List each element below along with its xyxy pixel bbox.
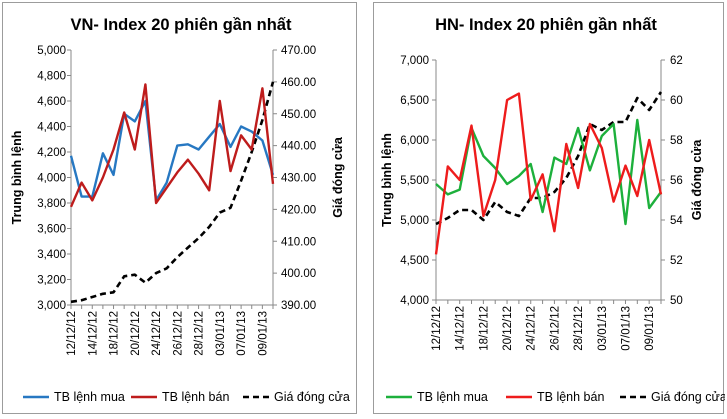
hn-index-chart: HN- Index 20 phiên gần nhất 4,000 4,500 5,0… <box>373 2 725 414</box>
legend-label: TB lệnh mua <box>54 390 125 404</box>
right-tick-label: 54 <box>670 215 683 227</box>
left-tick-label: 5,000 <box>400 215 429 227</box>
right-tick-label: 56 <box>670 175 683 187</box>
x-tick-label: 14/12/12 <box>87 311 99 356</box>
legend-label: TB lệnh bán <box>537 390 604 404</box>
right-tick-label: 52 <box>670 255 683 267</box>
series-line-sell <box>434 92 663 255</box>
left-tick-label: 5,500 <box>400 175 429 187</box>
x-tick-label: 24/12/12 <box>526 306 538 351</box>
legend-label: TB lệnh bán <box>162 390 229 404</box>
left-tick-label: 4,000 <box>37 173 66 185</box>
legend-label: TB lệnh mua <box>417 390 488 404</box>
right-tick-label: 410.00 <box>281 236 316 248</box>
left-tick-label: 4,200 <box>37 147 66 159</box>
right-tick-label: 58 <box>670 135 683 147</box>
x-tick-label: 12/12/12 <box>66 311 78 356</box>
left-tick-label: 4,400 <box>37 122 66 134</box>
x-tick-label: 07/01/13 <box>620 306 632 351</box>
left-tick-label: 3,600 <box>37 224 66 236</box>
vn-index-chart: VN- Index 20 phiên gần nhất 3,000 3,200 3,4… <box>2 2 357 414</box>
x-tick-label: 28/12/12 <box>573 306 585 351</box>
series-line-close <box>70 81 275 304</box>
y2-axis-title: Giá đóng cửa <box>331 136 345 218</box>
chart-title: VN- Index 20 phiên gần nhất <box>71 16 292 34</box>
right-tick-label: 60 <box>670 95 683 107</box>
series-line-buy <box>69 99 275 202</box>
y-axis-title: Trung bình lệnh <box>10 131 24 225</box>
legend-label: Giá đóng cửa <box>274 390 350 404</box>
x-tick-label: 20/12/12 <box>502 306 514 351</box>
right-tick-label: 430.00 <box>281 173 316 185</box>
left-tick-label: 4,600 <box>37 96 66 108</box>
x-tick-label: 20/12/12 <box>130 311 142 356</box>
y2-axis-title: Giá đóng cửa <box>690 139 704 221</box>
right-tick-label: 62 <box>670 55 683 67</box>
x-tick-label: 24/12/12 <box>151 311 163 356</box>
left-tick-label: 4,800 <box>37 71 66 83</box>
x-tick-label: 03/01/13 <box>215 311 227 356</box>
right-tick-label: 470.00 <box>281 45 316 57</box>
x-tick-label: 09/01/13 <box>257 311 269 356</box>
chart-title: HN- Index 20 phiên gần nhất <box>435 16 657 34</box>
x-tick-label: 26/12/12 <box>172 311 184 356</box>
left-tick-label: 3,800 <box>37 198 66 210</box>
right-tick-label: 390.00 <box>281 300 316 312</box>
left-tick-label: 3,400 <box>37 249 66 261</box>
left-tick-label: 3,200 <box>37 275 66 287</box>
series-line-sell <box>69 83 275 208</box>
vn-index-chart-svg: VN- Index 20 phiên gần nhất 3,000 3,200 3,4… <box>10 16 350 404</box>
left-tick-label: 5,000 <box>37 45 66 57</box>
x-tick-label: 07/01/13 <box>236 311 248 356</box>
left-tick-label: 6,500 <box>400 95 429 107</box>
x-tick-label: 28/12/12 <box>194 311 206 356</box>
y-axis-title: Trung bình lệnh <box>380 133 394 227</box>
left-tick-label: 4,000 <box>400 295 429 307</box>
left-tick-label: 4,500 <box>400 255 429 267</box>
left-tick-label: 7,000 <box>400 55 429 67</box>
x-tick-label: 18/12/12 <box>109 311 121 356</box>
right-tick-label: 400.00 <box>281 268 316 280</box>
series-line-close <box>435 91 663 226</box>
x-tick-label: 18/12/12 <box>478 306 490 351</box>
x-tick-label: 14/12/12 <box>455 306 467 351</box>
legend-label: Giá đóng cửa <box>651 390 725 404</box>
left-tick-label: 3,000 <box>37 300 66 312</box>
x-tick-label: 12/12/12 <box>431 306 443 351</box>
right-tick-label: 460.00 <box>281 77 316 89</box>
right-tick-label: 420.00 <box>281 204 316 216</box>
right-tick-label: 450.00 <box>281 109 316 121</box>
right-tick-label: 440.00 <box>281 141 316 153</box>
right-tick-label: 50 <box>670 295 683 307</box>
hn-index-chart-svg: HN- Index 20 phiên gần nhất 4,000 4,500 5,0… <box>380 16 725 404</box>
x-tick-label: 09/01/13 <box>644 306 656 351</box>
left-tick-label: 6,000 <box>400 135 429 147</box>
x-tick-label: 03/01/13 <box>597 306 609 351</box>
x-tick-label: 26/12/12 <box>549 306 561 351</box>
